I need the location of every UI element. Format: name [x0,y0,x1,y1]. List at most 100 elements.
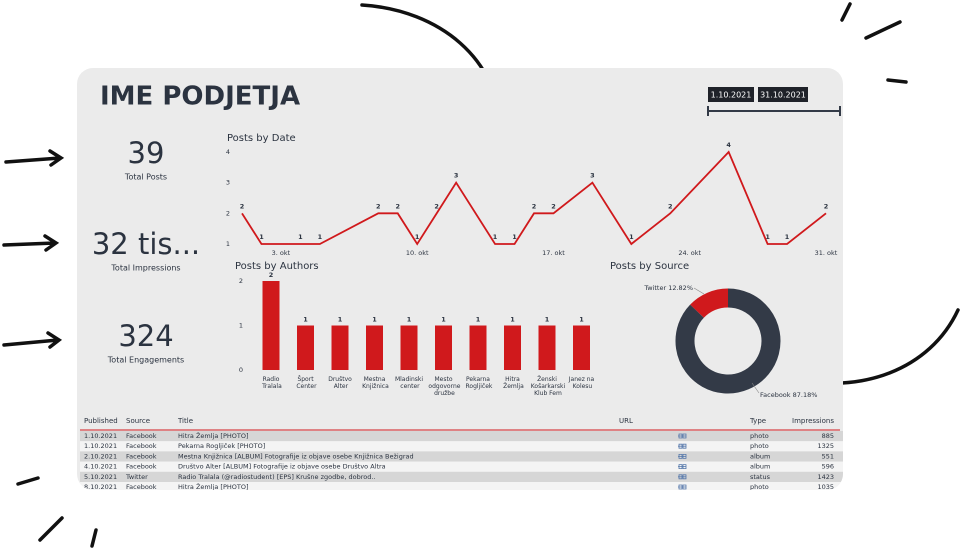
x-tick-label: 17. okt [542,249,565,257]
table-cell: 1.10.2021 [84,432,117,440]
data-label: 3 [590,172,595,180]
table-cell: Mestna Knjižnica [ALBUM] Fotografije iz … [178,452,414,460]
data-label: 1 [303,316,308,324]
x-tick-label: 3. okt [272,249,291,257]
table-cell: 5.10.2021 [84,473,117,481]
data-label: 1 [372,316,377,324]
data-label: 2 [395,202,400,210]
data-label: 2 [434,202,439,210]
stroke [840,2,908,84]
arrow [2,331,63,349]
x-tick-label: Radio Tralala [260,376,282,390]
table-row [80,482,843,490]
table-cell: 551 [822,452,834,460]
bar [366,325,383,370]
x-tick-label: Mestna Knjižnica [360,376,389,390]
donut-slice [690,288,729,319]
table-cell: album [750,463,770,471]
table-cell: status [750,473,771,481]
table-cell: album [750,452,770,460]
kpi-value: 39 [128,136,165,170]
data-label: 1 [512,233,517,241]
link-icon[interactable] [678,433,687,439]
arrow [2,234,60,252]
data-label: 1 [476,316,481,324]
kpi-value: 32 tis... [92,227,200,261]
bar [262,281,280,370]
column-header: Published [84,417,118,425]
link-icon[interactable] [678,464,687,469]
data-label: 1 [407,316,412,324]
panel [77,68,843,490]
table-row [80,471,843,482]
y-tick-label: 2 [226,209,230,217]
date-box[interactable] [758,87,808,102]
table-cell: Radio Tralala (@radiostudent) [EPS] Kruš… [178,473,376,481]
chart-title: Posts by Authors [235,261,319,272]
slice-label: Facebook 87.18% [760,391,817,399]
table-cell: 1423 [817,473,834,481]
bar [435,325,452,370]
bar [538,325,556,370]
table-cell: Hitra Žemlja [PHOTO] [178,431,249,440]
date-to: 31.10.2021 [760,91,806,100]
table-cell: Facebook [126,432,157,440]
table-row [80,451,843,462]
data-label: 1 [441,316,446,324]
bar [469,325,487,370]
date-box[interactable] [708,87,754,102]
leader-line [751,382,760,394]
table-cell: 1035 [817,483,834,491]
table-cell: Facebook [126,442,157,450]
link-icon[interactable] [678,484,687,490]
leader-line [693,287,705,295]
table-body: 1.10.2021 Facebook Hitra Žemlja [PHOTO] pho… [80,431,843,491]
x-tick-label: Janez na Kolesu [568,376,595,390]
slice-label: Twitter 12.82% [643,284,693,292]
data-label: 1 [259,233,264,241]
table-cell: photo [750,442,769,450]
table-cell: 8.10.2021 [84,483,117,491]
link-icon[interactable] [678,454,687,459]
table-cell: Društvo Alter [ALBUM] Fotografije iz obj… [178,463,386,471]
x-tick-label: 24. okt [678,249,701,257]
table-row [80,441,843,452]
stroke [16,476,98,548]
data-label: 2 [376,202,381,210]
data-label: 1 [785,233,790,241]
table-cell: photo [750,483,769,491]
x-tick-label: 31. okt [815,249,838,257]
bar [573,325,590,370]
table-cell: photo [750,432,769,440]
table-cell: 4.10.2021 [84,463,117,471]
line [241,150,827,246]
table-cell: Pekarna Rogljiček [PHOTO] [178,442,265,450]
kpi-value: 324 [118,319,173,353]
data-label: 1 [765,233,770,241]
table-cell: 885 [822,432,834,440]
data-label: 1 [510,316,515,324]
table-cell: Facebook [126,483,157,491]
table-cell: 2.10.2021 [84,452,117,460]
table-row [80,461,843,472]
data-label: 1 [493,233,498,241]
y-tick-label: 1 [226,240,230,248]
table-cell: 1.10.2021 [84,442,117,450]
x-tick-label: Pekarna Rogljiček [464,376,493,390]
bar [400,325,418,370]
y-tick-label: 3 [226,179,230,187]
x-tick-label: Mladinski center [395,376,423,390]
link-icon[interactable] [678,443,687,449]
data-label: 3 [454,172,459,180]
link-icon[interactable] [678,474,687,480]
y-tick-label: 0 [239,366,243,374]
data-label: 2 [532,202,537,210]
bar [297,325,314,370]
x-tick-label: 10. okt [406,249,429,257]
kpi-label: Total Impressions [110,264,180,273]
data-label: 1 [545,316,550,324]
column-header: Source [126,417,150,425]
data-label: 2 [240,202,245,210]
data-label: 2 [269,271,274,279]
